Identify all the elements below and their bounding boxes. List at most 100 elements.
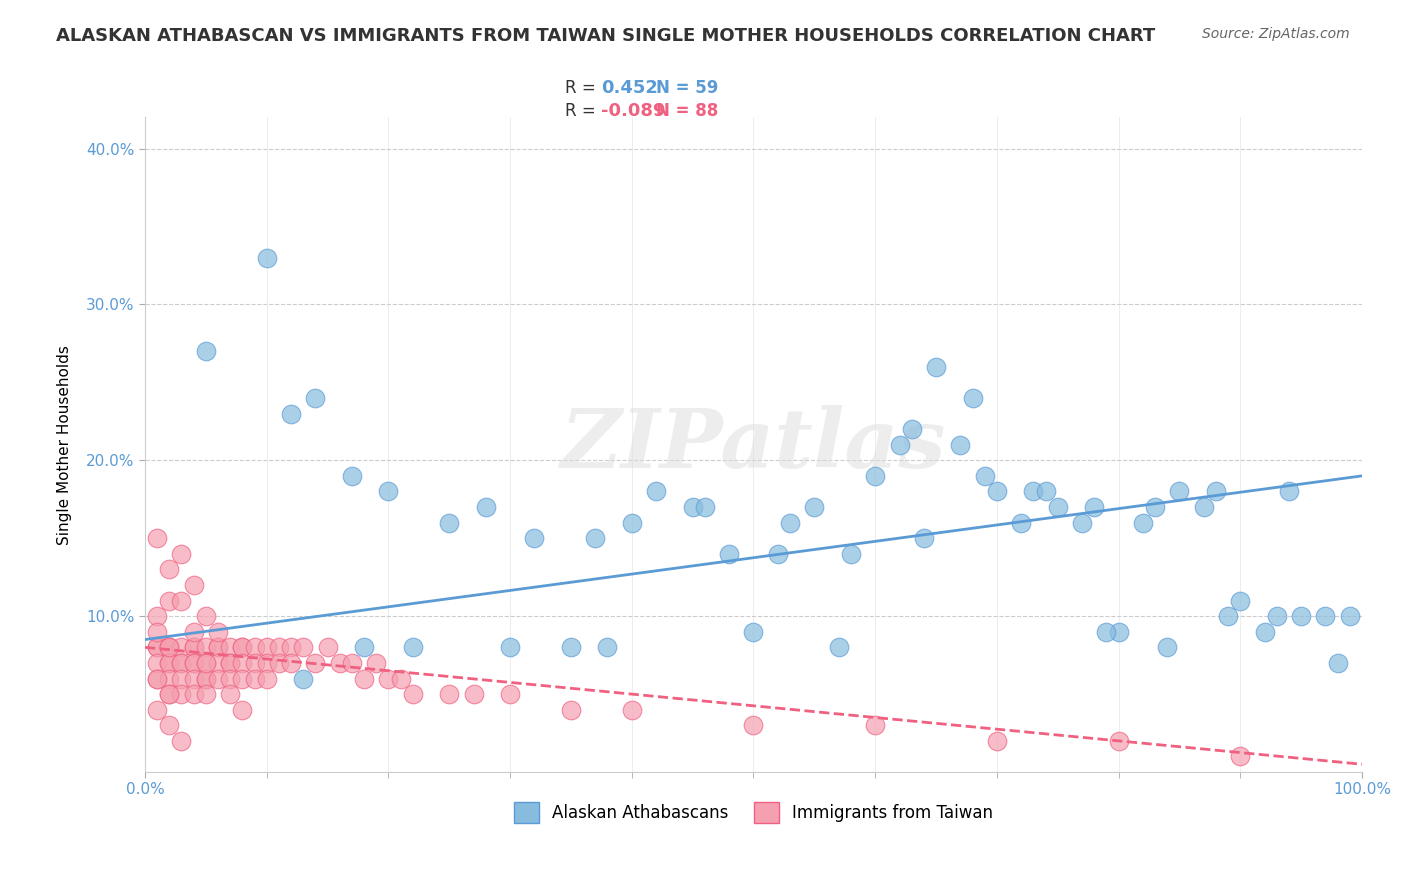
Point: [207, 640, 229, 655]
Point: [1265, 609, 1288, 624]
Text: N = 59: N = 59: [657, 78, 718, 97]
Point: [742, 718, 765, 732]
Point: [256, 656, 278, 670]
Point: [377, 672, 399, 686]
Point: [170, 734, 193, 748]
Point: [231, 640, 253, 655]
Point: [170, 672, 193, 686]
Point: [1046, 500, 1069, 514]
Point: [1132, 516, 1154, 530]
Point: [1108, 624, 1130, 639]
Point: [912, 531, 935, 545]
Point: [256, 640, 278, 655]
Point: [560, 640, 582, 655]
Point: [231, 672, 253, 686]
Point: [1144, 500, 1167, 514]
Point: [194, 672, 217, 686]
Point: [183, 640, 205, 655]
Point: [949, 438, 972, 452]
Point: [207, 624, 229, 639]
Point: [1315, 609, 1337, 624]
Point: [194, 640, 217, 655]
Point: [231, 640, 253, 655]
Point: [146, 672, 169, 686]
Point: [146, 672, 169, 686]
Point: [499, 640, 522, 655]
Point: [146, 656, 169, 670]
Point: [1156, 640, 1178, 655]
Point: [183, 687, 205, 701]
Point: [170, 656, 193, 670]
Point: [219, 656, 242, 670]
Point: [183, 578, 205, 592]
Point: [1010, 516, 1032, 530]
Point: [219, 687, 242, 701]
Point: [1192, 500, 1215, 514]
Point: [499, 687, 522, 701]
Point: [620, 703, 643, 717]
Point: [219, 656, 242, 670]
Point: [183, 656, 205, 670]
Point: [157, 687, 180, 701]
Point: [377, 484, 399, 499]
Point: [256, 251, 278, 265]
Point: [231, 703, 253, 717]
Point: [219, 640, 242, 655]
Point: [402, 640, 425, 655]
Point: [353, 640, 375, 655]
Text: R =: R =: [565, 102, 596, 120]
Point: [231, 656, 253, 670]
Point: [1035, 484, 1057, 499]
Point: [1289, 609, 1312, 624]
Point: [146, 640, 169, 655]
Point: [146, 609, 169, 624]
Point: [803, 500, 825, 514]
Point: [157, 593, 180, 607]
Point: [402, 687, 425, 701]
Point: [194, 656, 217, 670]
Text: Source: ZipAtlas.com: Source: ZipAtlas.com: [1202, 27, 1350, 41]
Point: [157, 640, 180, 655]
Point: [439, 687, 461, 701]
Point: [183, 640, 205, 655]
Point: [304, 656, 326, 670]
Point: [146, 640, 169, 655]
Point: [645, 484, 668, 499]
Point: [194, 344, 217, 359]
Point: [157, 672, 180, 686]
Point: [183, 672, 205, 686]
Point: [267, 640, 290, 655]
Point: [583, 531, 606, 545]
Point: [353, 672, 375, 686]
Point: [863, 718, 886, 732]
Point: [1071, 516, 1094, 530]
Point: [194, 656, 217, 670]
Point: [1339, 609, 1361, 624]
Point: [157, 656, 180, 670]
Point: [1229, 749, 1251, 764]
Point: [1229, 593, 1251, 607]
Point: [1216, 609, 1239, 624]
Point: [682, 500, 704, 514]
Point: [280, 407, 302, 421]
Point: [280, 656, 302, 670]
Point: [194, 687, 217, 701]
Point: [1326, 656, 1348, 670]
Point: [900, 422, 922, 436]
Point: [157, 656, 180, 670]
Point: [292, 672, 315, 686]
Point: [718, 547, 741, 561]
Point: [889, 438, 911, 452]
Point: [329, 656, 352, 670]
Point: [157, 562, 180, 576]
Point: [157, 687, 180, 701]
Text: -0.089: -0.089: [602, 102, 666, 120]
Point: [304, 391, 326, 405]
Point: [207, 672, 229, 686]
Point: [256, 672, 278, 686]
Point: [340, 656, 363, 670]
Point: [194, 609, 217, 624]
Point: [523, 531, 546, 545]
Point: [1095, 624, 1118, 639]
Point: [439, 516, 461, 530]
